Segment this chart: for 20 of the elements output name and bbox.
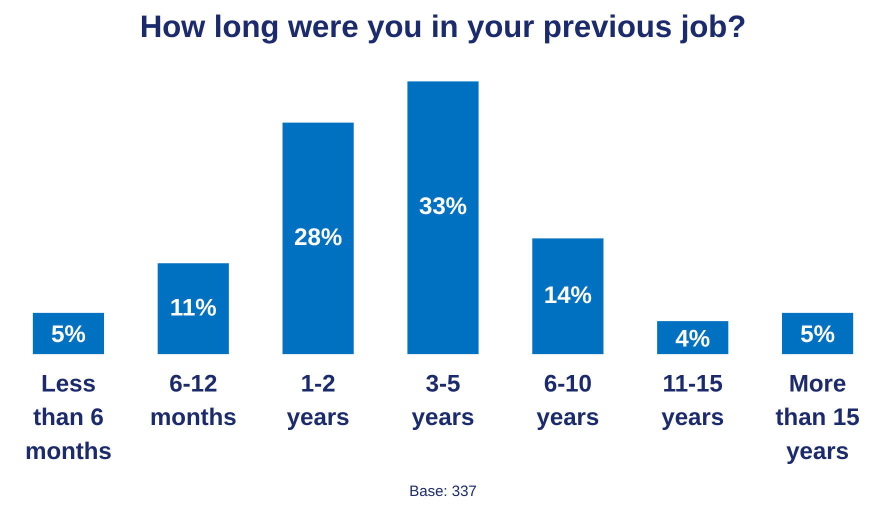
- x-tick-label: 3-5 years: [412, 370, 474, 432]
- data-label: 11%: [170, 294, 217, 322]
- x-tick-label: 6-10 years: [536, 370, 600, 432]
- x-tick-label: 11-15 years: [661, 370, 724, 432]
- x-tick-label: Less than 6 months: [25, 370, 112, 465]
- x-tick-label: More than 15 years: [776, 370, 860, 465]
- data-label: 5%: [800, 321, 835, 348]
- x-tick-label: 6-12 months: [150, 370, 237, 432]
- data-label: 5%: [51, 321, 86, 348]
- text: Base: 337: [409, 483, 477, 500]
- data-label: 4%: [675, 325, 710, 352]
- bar: [282, 122, 354, 354]
- data-label: 33%: [418, 192, 468, 220]
- bar: [532, 238, 604, 354]
- x-tick-label: 1-2 years: [286, 370, 350, 432]
- bar: [407, 81, 479, 354]
- data-label: 28%: [294, 224, 342, 252]
- data-label: 14%: [544, 282, 592, 309]
- bar: [158, 263, 229, 354]
- chart-title: How long were you in your previous job?: [140, 9, 746, 44]
